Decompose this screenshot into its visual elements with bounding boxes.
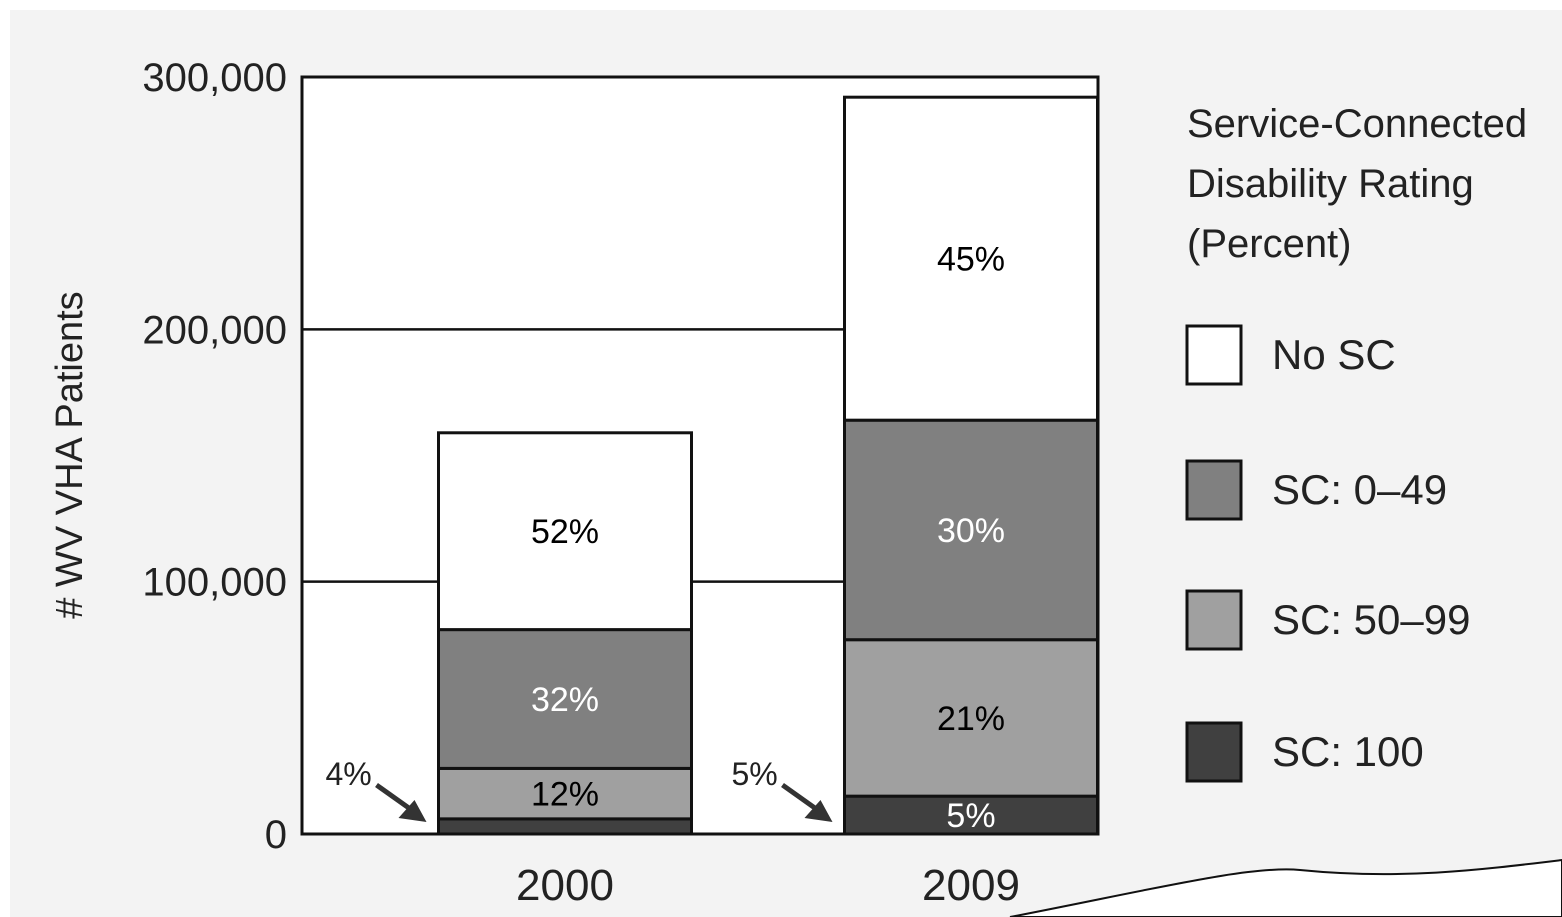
data-label: 21% <box>937 700 1005 738</box>
data-label: 5% <box>946 797 995 835</box>
legend-label: SC: 0–49 <box>1272 466 1447 513</box>
plot-area: 12% 32% 52% 5% 21% 30% 45% <box>300 75 1100 836</box>
y-tick-label: 0 <box>265 813 287 857</box>
bar-segment <box>437 766 693 821</box>
bar-segment <box>843 638 1099 798</box>
y-axis: 0 100,000 200,000 300,000 <box>142 56 287 857</box>
legend-swatch <box>1185 459 1243 521</box>
x-tick-label: 2009 <box>922 861 1020 910</box>
y-tick-label: 200,000 <box>142 308 287 352</box>
data-label: 30% <box>937 512 1005 550</box>
legend: Service-Connected Disability Rating (Per… <box>1185 102 1527 783</box>
plot-frame <box>300 75 1100 836</box>
bar-segment <box>843 95 1099 422</box>
callout-arrowhead <box>398 800 427 822</box>
data-label: 45% <box>937 241 1005 279</box>
bar-segment <box>437 817 693 836</box>
legend-label: SC: 50–99 <box>1272 596 1470 643</box>
legend-swatch <box>1185 589 1243 651</box>
callout-label: 5% <box>732 756 778 792</box>
legend-label: No SC <box>1272 331 1396 378</box>
callouts: 4% 5% <box>326 756 833 822</box>
x-tick-label: 2000 <box>516 861 614 910</box>
callout-arrowhead <box>804 800 833 822</box>
legend-label: SC: 100 <box>1272 728 1424 775</box>
legend-title-line-3: (Percent) <box>1187 222 1352 266</box>
legend-swatch <box>1185 324 1243 386</box>
data-label: 12% <box>531 776 599 814</box>
y-tick-label: 300,000 <box>142 56 287 100</box>
legend-swatch <box>1185 721 1243 783</box>
y-tick-label: 100,000 <box>142 561 287 605</box>
legend-title-line-2: Disability Rating <box>1187 162 1474 206</box>
legend-items: No SC SC: 0–49 SC: 50–99 SC: 100 <box>1185 324 1470 783</box>
callout-label: 4% <box>326 756 372 792</box>
y-axis-label: # WV VHA Patients <box>49 291 91 618</box>
torn-page-curl <box>1009 858 1562 917</box>
x-axis: 2000 2009 <box>516 861 1020 910</box>
legend-title-line-1: Service-Connected <box>1187 102 1527 146</box>
data-label: 52% <box>531 513 599 551</box>
bar-segment <box>437 431 693 632</box>
data-label: 32% <box>531 681 599 719</box>
